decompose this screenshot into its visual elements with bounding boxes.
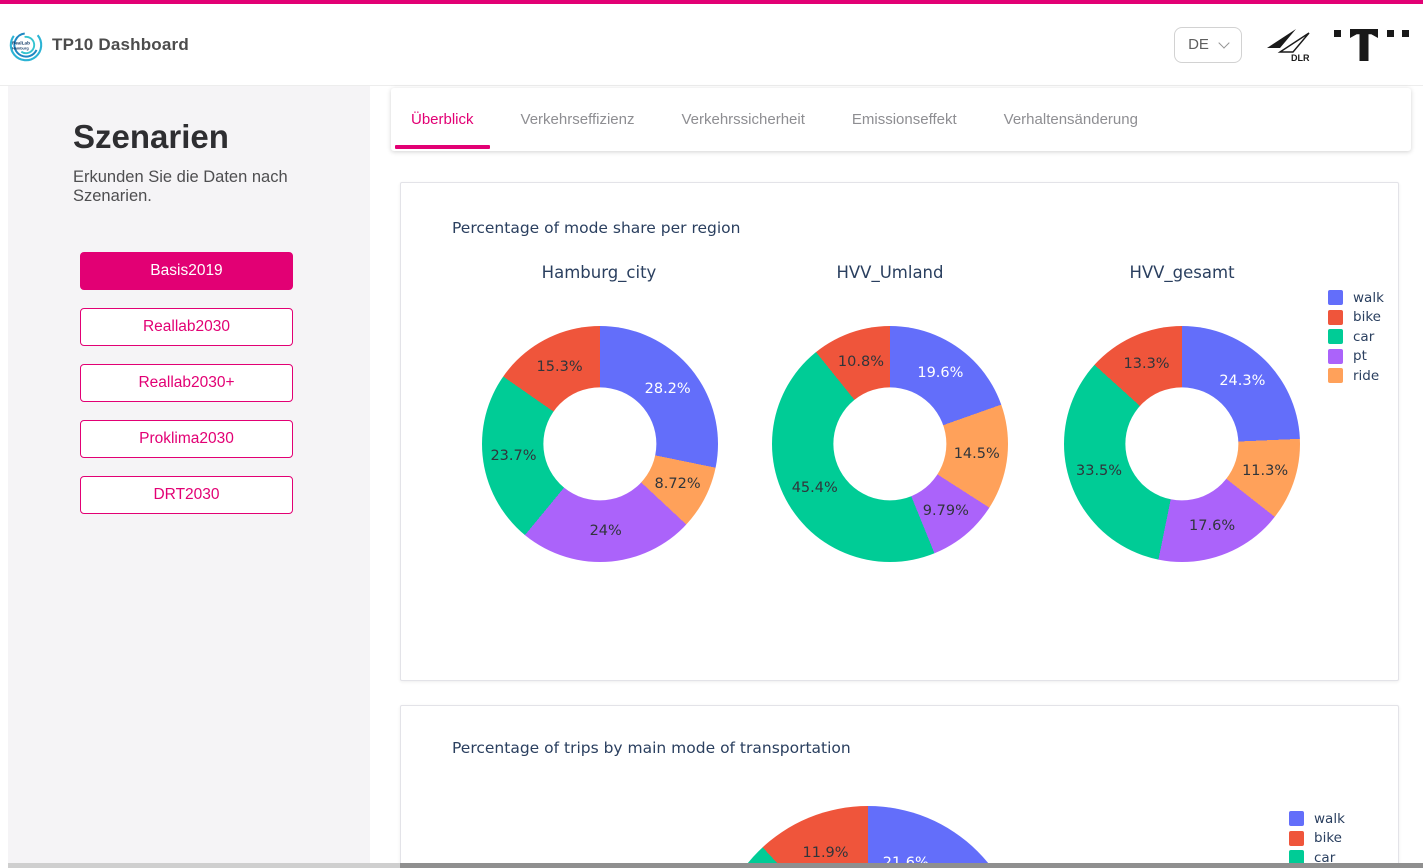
language-selector[interactable]: DE [1174,26,1242,63]
slice-label-bike: 13.3% [1123,356,1170,373]
donut-hole [1125,387,1239,501]
slice-label-pt: 17.6% [1189,517,1236,534]
legend-item-bike[interactable]: bike [1328,309,1384,325]
slice-label-bike: 15.3% [536,358,583,375]
tab-ueberblick[interactable]: Überblick [395,88,490,151]
telekom-dot [1402,30,1409,37]
legend-label: pt [1353,348,1367,364]
tab-verkehrssicherheit[interactable]: Verkehrssicherheit [681,111,805,128]
subchart-title-hvv-gesamt: HVV_gesamt [1129,263,1235,282]
telekom-dot [1334,30,1341,37]
donut-chart-hvv-umland[interactable]: 19.6% 14.5% 9.79% 45.4% 10.8% [772,326,1008,562]
language-value: DE [1188,36,1209,53]
slice-label-ride: 14.5% [953,445,1000,462]
scenario-button-drt2030[interactable]: DRT2030 [80,476,293,514]
sidebar: Szenarien Erkunden Sie die Daten nach Sz… [8,86,370,868]
top-accent-bar [0,0,1423,4]
walk-swatch-icon [1289,811,1304,826]
donut-chart-hamburg-city[interactable]: 28.2% 8.72% 24% 23.7% 15.3% [482,326,718,562]
scenario-button-basis2019[interactable]: Basis2019 [80,252,293,290]
page-body: Szenarien Erkunden Sie die Daten nach Sz… [0,86,1423,868]
page-subtitle: Erkunden Sie die Daten nach Szenarien. [73,168,288,205]
tab-bar: Überblick Verkehrseffizienz Verkehrssich… [391,88,1411,151]
telekom-logo [1334,28,1409,61]
telekom-dot [1387,30,1394,37]
legend-label: bike [1353,309,1381,325]
scenario-button-reallab2030-plus[interactable]: Reallab2030+ [80,364,293,402]
tab-verkehrseffizienz[interactable]: Verkehrseffizienz [520,111,635,128]
legend-label: car [1353,328,1375,345]
reallab-hamburg-logo: RealLab Hamburg [9,28,43,61]
legend-item-ride[interactable]: ride [1328,367,1384,384]
slice-label-ride: 8.72% [654,476,701,493]
slice-label-pt: 24% [589,523,622,540]
mode-share-card: Percentage of mode share per region Hamb… [400,182,1399,681]
chart-title: Percentage of mode share per region [452,219,741,237]
trips-by-mode-card: Percentage of trips by main mode of tran… [400,705,1399,868]
donut-chart-hvv-gesamt[interactable]: 24.3% 11.3% 17.6% 33.5% 13.3% [1064,326,1300,562]
legend-label: walk [1353,289,1384,306]
pt-swatch-icon [1328,348,1343,364]
slice-label-pt: 9.79% [922,503,969,520]
walk-swatch-icon [1328,290,1343,305]
legend-item-walk[interactable]: walk [1328,289,1384,306]
ride-swatch-icon [1328,368,1343,383]
svg-text:Hamburg: Hamburg [12,46,29,50]
slice-label-bike: 10.8% [837,353,884,370]
slice-label-ride: 11.3% [1242,462,1289,479]
page-title: Szenarien [73,118,229,155]
horizontal-scrollbar-thumb[interactable] [400,863,1423,868]
legend-label: car [1314,849,1336,866]
slice-label-car: 33.5% [1075,463,1123,480]
slice-label-car: 45.4% [791,480,838,497]
donut-hole [543,387,657,501]
scenario-list: Basis2019 Reallab2030 Reallab2030+ Prokl… [80,252,293,514]
legend: walk bike car pt ride [1328,289,1384,384]
dlr-logo: DLR [1267,28,1310,63]
subchart-title-hamburg-city: Hamburg_city [541,263,657,282]
slice-label-car: 23.7% [490,447,537,464]
tab-verhaltensaenderung[interactable]: Verhaltensänderung [1003,111,1138,128]
slice-label-walk: 28.2% [644,380,691,397]
tab-emissionseffekt[interactable]: Emissionseffekt [851,111,957,128]
telekom-t [1350,29,1378,61]
subchart-title-hvv-umland: HVV_Umland [836,263,944,282]
main-content: Überblick Verkehrseffizienz Verkehrssich… [370,86,1423,868]
pie-chart-trips-by-mode[interactable]: 21.6% 11.9% [713,806,1023,868]
legend-item-car[interactable]: car [1289,849,1345,866]
scenario-button-proklima2030[interactable]: Proklima2030 [80,420,293,458]
legend-item-pt[interactable]: pt [1328,348,1384,364]
app-title: TP10 Dashboard [52,34,189,54]
slice-label-walk: 19.6% [917,364,964,381]
donut-hole [833,387,947,501]
svg-text:DLR: DLR [1291,53,1310,63]
legend-item-walk[interactable]: walk [1289,810,1345,827]
slice-label-bike: 11.9% [802,844,849,861]
chart-title: Percentage of trips by main mode of tran… [452,739,851,757]
car-swatch-icon [1328,329,1343,344]
legend-label: ride [1353,367,1380,384]
legend-item-bike[interactable]: bike [1289,830,1345,846]
slice-label-walk: 24.3% [1219,372,1266,389]
header: RealLab Hamburg TP10 Dashboard DE DLR [0,4,1423,86]
legend-item-car[interactable]: car [1328,328,1384,345]
bike-swatch-icon [1328,309,1343,325]
header-right: DE DLR [1174,26,1409,64]
legend: walk bike car [1289,810,1345,866]
svg-text:RealLab: RealLab [12,40,30,45]
horizontal-scrollbar[interactable] [8,863,1423,868]
legend-label: bike [1314,830,1342,846]
brand: RealLab Hamburg TP10 Dashboard [8,27,189,63]
legend-label: walk [1314,810,1345,827]
bike-swatch-icon [1289,830,1304,846]
scenario-button-reallab2030[interactable]: Reallab2030 [80,308,293,346]
chevron-down-icon [1218,36,1230,49]
car-swatch-icon [1289,850,1304,865]
